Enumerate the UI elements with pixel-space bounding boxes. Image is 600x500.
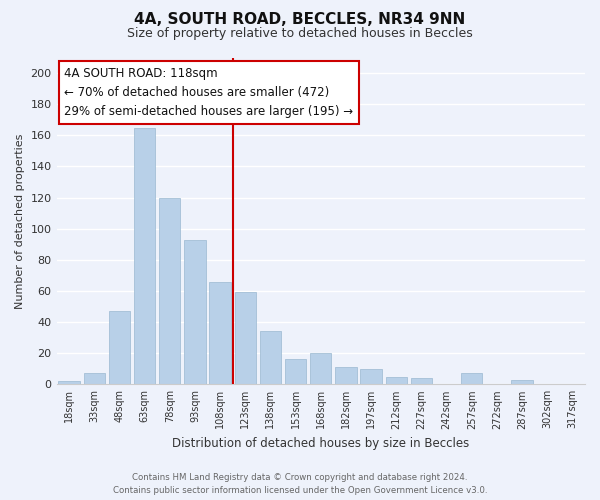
Bar [361,368,382,384]
Bar [310,353,331,384]
Bar [285,360,307,384]
Bar [511,380,533,384]
Text: 4A, SOUTH ROAD, BECCLES, NR34 9NN: 4A, SOUTH ROAD, BECCLES, NR34 9NN [134,12,466,28]
Text: Contains HM Land Registry data © Crown copyright and database right 2024.
Contai: Contains HM Land Registry data © Crown c… [113,474,487,495]
Bar [109,311,130,384]
Bar [260,332,281,384]
X-axis label: Distribution of detached houses by size in Beccles: Distribution of detached houses by size … [172,437,469,450]
Bar [335,367,356,384]
Bar [134,128,155,384]
Text: 4A SOUTH ROAD: 118sqm
← 70% of detached houses are smaller (472)
29% of semi-det: 4A SOUTH ROAD: 118sqm ← 70% of detached … [64,68,353,118]
Bar [411,378,432,384]
Y-axis label: Number of detached properties: Number of detached properties [15,133,25,308]
Bar [235,292,256,384]
Bar [83,374,105,384]
Text: Size of property relative to detached houses in Beccles: Size of property relative to detached ho… [127,28,473,40]
Bar [184,240,206,384]
Bar [461,374,482,384]
Bar [159,198,181,384]
Bar [386,376,407,384]
Bar [58,381,80,384]
Bar [209,282,231,385]
